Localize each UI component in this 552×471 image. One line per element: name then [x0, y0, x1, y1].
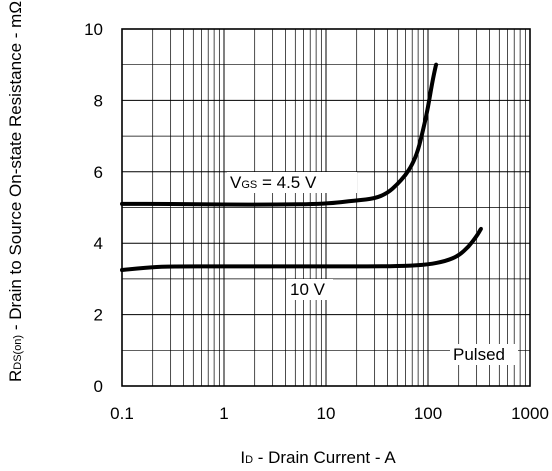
x-tick-label: 1 — [219, 404, 228, 423]
y-tick-labels: 0 2 4 6 8 10 — [84, 20, 103, 396]
x-tick-label: 100 — [414, 404, 442, 423]
y-tick-label: 6 — [94, 163, 103, 182]
series-line-vgs-4-5v — [120, 62, 439, 207]
pulsed-label-background — [450, 344, 518, 365]
x-axis-title-sub: D — [245, 454, 253, 466]
x-tick-label: 1000 — [511, 404, 549, 423]
y-tick-label: 0 — [94, 377, 103, 396]
vgs-label-rest: = 4.5 V — [257, 173, 317, 192]
series-line-vgs-10v — [120, 226, 483, 272]
y-tick-label: 10 — [84, 20, 103, 39]
x-axis-title-main: I — [240, 448, 245, 467]
y-axis-title-sub: DS(on) — [12, 335, 24, 370]
y-tick-label: 2 — [94, 306, 103, 325]
vgs-label-background — [227, 172, 357, 193]
x-tick-label: 10 — [317, 404, 336, 423]
x-axis-title-rest: - Drain Current - A — [253, 448, 396, 467]
y-axis-title: RDS(on) - Drain to Source On-state Resis… — [6, 1, 25, 382]
vgs-label-main: V — [230, 173, 242, 192]
ten-v-label-background — [287, 279, 333, 300]
y-axis-title-rest: - Drain to Source On-state Resistance - … — [6, 1, 25, 335]
y-tick-label: 8 — [94, 91, 103, 110]
vgs-label: VGS = 4.5 V — [230, 173, 317, 192]
y-axis-title-main: R — [6, 370, 25, 382]
y-tick-label: 4 — [94, 234, 103, 253]
ten-v-label: 10 V — [290, 280, 326, 299]
x-tick-labels: 0.1 1 10 100 1000 — [110, 404, 549, 423]
pulsed-label: Pulsed — [453, 345, 505, 364]
x-axis-title: ID - Drain Current - A — [240, 448, 396, 467]
grid-minor — [122, 29, 530, 386]
series-layer — [120, 62, 483, 272]
plot-frame — [121, 28, 531, 387]
vgs-label-sub: GS — [241, 179, 257, 191]
x-tick-label: 0.1 — [110, 404, 134, 423]
